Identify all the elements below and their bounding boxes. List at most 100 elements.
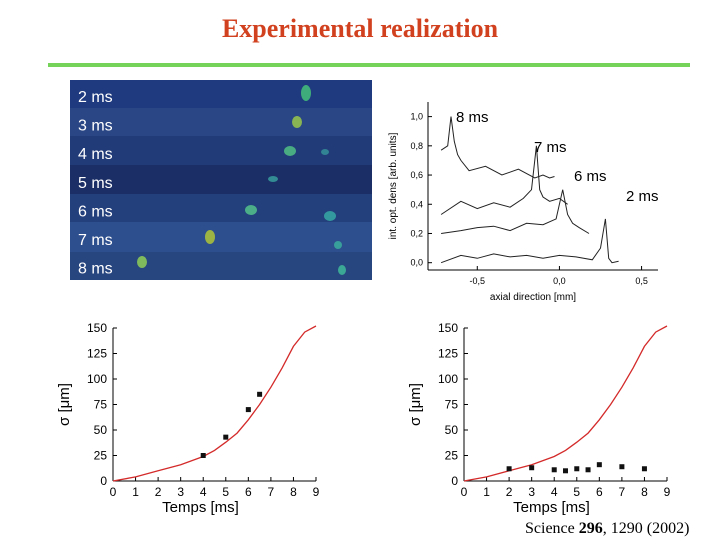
x-tick-label: -0,5 — [470, 276, 486, 286]
x-tick-label: 7 — [268, 485, 275, 499]
data-point — [223, 434, 229, 440]
atom-cloud — [301, 85, 311, 101]
atom-cloud — [321, 149, 329, 155]
x-tick-label: 5 — [573, 485, 580, 499]
data-point — [641, 466, 647, 472]
y-axis-label: σ [μm] — [56, 383, 73, 426]
x-tick-label: 0 — [110, 485, 117, 499]
profile-line — [440, 116, 555, 179]
x-tick-label: 0 — [461, 485, 468, 499]
profile-annotation: 6 ms — [574, 168, 607, 185]
x-tick-label: 6 — [596, 485, 603, 499]
atom-cloud — [334, 241, 342, 249]
x-axis-label: Temps [ms] — [513, 499, 590, 516]
x-tick-label: 6 — [245, 485, 252, 499]
data-point — [563, 468, 568, 474]
atom-cloud — [205, 230, 215, 244]
x-axis-label: axial direction [mm] — [490, 292, 576, 303]
y-tick-label: 50 — [445, 423, 459, 437]
data-point — [585, 467, 591, 473]
atom-cloud — [292, 116, 302, 128]
fit-curve — [112, 325, 317, 482]
y-tick-label: 150 — [87, 321, 107, 335]
profile-annotation: 2 ms — [626, 188, 659, 205]
y-tick-label: 0,8 — [410, 141, 423, 151]
y-tick-label: 100 — [87, 372, 107, 386]
y-tick-label: 75 — [445, 398, 459, 412]
y-tick-label: 0,0 — [410, 258, 423, 268]
y-tick-label: 125 — [438, 347, 458, 361]
citation-volume: 296 — [578, 520, 603, 537]
y-tick-label: 0,2 — [410, 228, 423, 238]
y-tick-label: 75 — [94, 398, 108, 412]
title-underline — [48, 63, 690, 67]
citation-suffix: , 1290 (2002) — [602, 520, 690, 537]
atom-cloud — [324, 211, 336, 221]
citation-prefix: Science — [525, 520, 579, 537]
y-axis-label: σ [μm] — [407, 383, 424, 426]
data-point — [245, 407, 251, 413]
y-tick-label: 0 — [100, 474, 107, 488]
row-label: 8 ms — [78, 261, 113, 278]
citation: Science 296, 1290 (2002) — [525, 520, 689, 538]
row-label: 4 ms — [78, 146, 113, 163]
y-tick-label: 100 — [438, 372, 458, 386]
x-tick-label: 1 — [132, 485, 139, 499]
y-axis-label: int. opt. dens [arb. units] — [388, 132, 399, 239]
x-tick-label: 7 — [619, 485, 626, 499]
data-point — [596, 462, 602, 468]
data-point — [551, 467, 557, 473]
x-tick-label: 8 — [641, 485, 648, 499]
y-tick-label: 125 — [87, 347, 107, 361]
x-tick-label: 2 — [506, 485, 513, 499]
data-point — [619, 464, 625, 470]
x-tick-label: 5 — [222, 485, 229, 499]
atom-cloud — [338, 265, 346, 275]
absorption-images-svg: 2 ms 3 ms 4 ms 5 ms 6 ms 7 ms 8 ms — [70, 80, 372, 280]
x-tick-label: 8 — [290, 485, 297, 499]
profile-annotation: 7 ms — [534, 139, 567, 156]
image-band — [70, 80, 372, 108]
y-tick-label: 50 — [94, 423, 108, 437]
x-tick-label: 3 — [177, 485, 184, 499]
x-tick-label: 0,5 — [635, 276, 648, 286]
image-band — [70, 165, 372, 194]
y-tick-label: 0,4 — [410, 199, 423, 209]
profile-line — [440, 218, 619, 264]
x-tick-label: 9 — [313, 485, 320, 499]
y-tick-label: 1,0 — [410, 112, 423, 122]
atom-cloud — [245, 205, 257, 215]
row-label: 7 ms — [78, 232, 113, 249]
data-point — [200, 453, 206, 458]
y-tick-label: 25 — [94, 449, 108, 463]
data-point — [506, 466, 512, 472]
x-axis-label: Temps [ms] — [162, 499, 239, 516]
x-tick-label: 3 — [528, 485, 535, 499]
data-point — [574, 466, 580, 472]
y-tick-label: 0,6 — [410, 170, 423, 180]
y-tick-label: 0 — [451, 474, 458, 488]
row-label: 5 ms — [78, 175, 113, 192]
x-tick-label: 0,0 — [553, 276, 566, 286]
image-band — [70, 222, 372, 252]
atom-cloud — [284, 146, 296, 156]
profile-line — [440, 145, 568, 215]
atom-cloud — [137, 256, 147, 268]
data-point — [529, 465, 535, 471]
row-label: 3 ms — [78, 118, 113, 135]
x-tick-label: 4 — [551, 485, 558, 499]
slide-title: Experimental realization — [221, 14, 499, 43]
image-band — [70, 252, 372, 280]
profile-annotation: 8 ms — [456, 109, 489, 126]
fit-curve — [463, 325, 668, 482]
profile-line — [441, 189, 590, 234]
image-band — [70, 194, 372, 222]
y-tick-label: 25 — [445, 449, 459, 463]
x-tick-label: 9 — [664, 485, 671, 499]
absorption-images: 2 ms 3 ms 4 ms 5 ms 6 ms 7 ms 8 ms — [70, 80, 372, 280]
x-tick-label: 1 — [483, 485, 490, 499]
x-tick-label: 4 — [200, 485, 207, 499]
